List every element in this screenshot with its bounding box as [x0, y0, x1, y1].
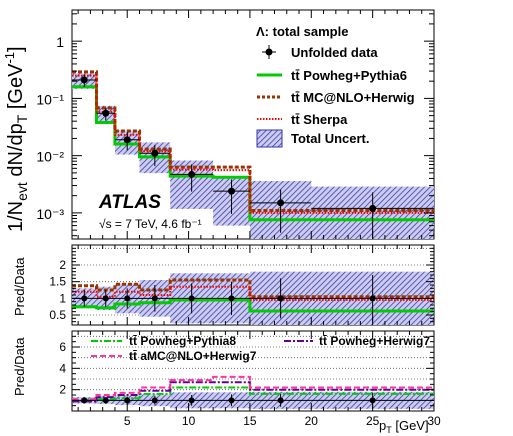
ratio2-panel-frame — [71, 330, 435, 412]
x-axis-label: pT [GeV] — [379, 418, 429, 435]
legend-sherpa-label: tt̄ Sherpa — [291, 112, 348, 127]
data-point-3 — [151, 149, 159, 157]
axis-layer: 5 10 15 20 25 30 10⁻³ 10⁻² 10⁻¹ 1 0.5 1 1.5 2 2 4 6 — [36, 10, 441, 428]
ratio2-legend: tt̄ Powheg+Pythia8 tt̄ Powheg+Herwig7 tt… — [91, 334, 430, 363]
r1-layer-data-point-3 — [151, 295, 158, 302]
data-point-4 — [188, 170, 196, 178]
legend-entry-sherpa: tt̄ Sherpa — [257, 112, 348, 127]
r1-layer-data-point-6 — [277, 295, 284, 302]
r1-y-tick-label-3: 2 — [59, 258, 66, 272]
legend-uncert-swatch — [256, 129, 283, 148]
r2-layer-series-line-2 — [72, 375, 434, 401]
r2-layer-data-point-5 — [228, 397, 235, 404]
r1-layer-data-point-7 — [369, 295, 376, 302]
r1-layer-data-point-0 — [81, 295, 88, 302]
legend-mcnlo-label: tt̄ MC@NLO+Herwig — [291, 90, 415, 105]
ratio1-y-axis-label: Pred/Data — [12, 257, 27, 316]
main-plot-layer — [72, 70, 434, 239]
r1-layer-data-point-2 — [124, 295, 131, 302]
sample-label: Λ: total sample — [256, 24, 348, 39]
legend-amcnlo-label: tt̄ aMC@NLO+Herwig7 — [129, 349, 257, 363]
r2-layer-data-point-1 — [102, 397, 109, 404]
ratio1-plot-layer — [72, 247, 434, 325]
legend-uncert-label: Total Uncert. — [291, 131, 370, 146]
r2-layer-data-point-2 — [124, 397, 131, 404]
data-point-1 — [102, 109, 110, 117]
legend-data-marker — [265, 48, 273, 56]
legend-entry-data: Unfolded data — [262, 45, 378, 60]
r2-layer-data-point-6 — [277, 397, 284, 404]
legend-herwig7-label: tt̄ Powheg+Herwig7 — [319, 334, 430, 348]
legend-entry-mcnlo: tt̄ MC@NLO+Herwig — [257, 90, 415, 105]
r1-layer-data-point-4 — [188, 295, 195, 302]
x-tick-label-5: 30 — [427, 414, 441, 428]
legend-data-label: Unfolded data — [291, 45, 378, 60]
atlas-label: ATLAS — [98, 192, 161, 213]
ratio2-plot-layer — [72, 335, 434, 409]
x-tick-label-3: 20 — [305, 414, 319, 428]
x-tick-label-2: 15 — [243, 414, 257, 428]
r2-y-tick-label-2: 6 — [59, 340, 66, 354]
main-y-tick-label-3: 1 — [56, 34, 64, 50]
legend-entry-uncert: Total Uncert. — [256, 129, 370, 148]
r2-y-tick-label-0: 2 — [59, 383, 66, 397]
legend-pythia6-label: tt̄ Powheg+Pythia6 — [291, 68, 407, 83]
data-point-6 — [277, 199, 285, 207]
r2-layer-data-point-3 — [151, 397, 158, 404]
x-tick-label-1: 10 — [182, 414, 196, 428]
r1-layer-data-point-1 — [102, 295, 109, 302]
data-point-7 — [369, 204, 377, 212]
x-tick-label-0: 5 — [124, 414, 131, 428]
main-legend: Unfolded data tt̄ Powheg+Pythia6 tt̄ MC@… — [256, 45, 415, 148]
x-tick-label-4: 25 — [366, 414, 380, 428]
main-y-axis-label: 1/Nevt dN/dpT [GeV-1] — [2, 46, 30, 232]
data-point-5 — [228, 187, 236, 195]
main-y-tick-label-0: 10⁻³ — [36, 206, 64, 222]
data-point-2 — [123, 136, 131, 144]
r2-layer-series-line-0 — [72, 386, 434, 402]
main-series-line-1 — [72, 70, 434, 212]
main-y-tick-label-2: 10⁻¹ — [36, 91, 64, 107]
r2-layer-data-point-7 — [369, 397, 376, 404]
r1-y-tick-label-0: 0.5 — [49, 308, 66, 322]
main-y-tick-label-1: 10⁻² — [36, 149, 64, 165]
r2-layer-data-point-4 — [188, 397, 195, 404]
r1-y-tick-label-1: 1 — [59, 291, 66, 305]
r2-y-tick-label-1: 4 — [59, 361, 66, 375]
r2-layer-data-point-0 — [81, 397, 88, 404]
legend-pythia8-label: tt̄ Powheg+Pythia8 — [129, 334, 236, 348]
data-point-0 — [80, 76, 88, 84]
ratio2-y-axis-label: Pred/Data — [12, 337, 27, 396]
legend-entry-pythia6: tt̄ Powheg+Pythia6 — [257, 68, 407, 83]
r2-layer-series-line-1 — [72, 381, 434, 403]
r1-layer-data-point-5 — [228, 295, 235, 302]
energy-label: √s = 7 TeV, 4.6 fb⁻¹ — [99, 217, 202, 231]
r1-y-tick-label-2: 1.5 — [49, 275, 66, 289]
